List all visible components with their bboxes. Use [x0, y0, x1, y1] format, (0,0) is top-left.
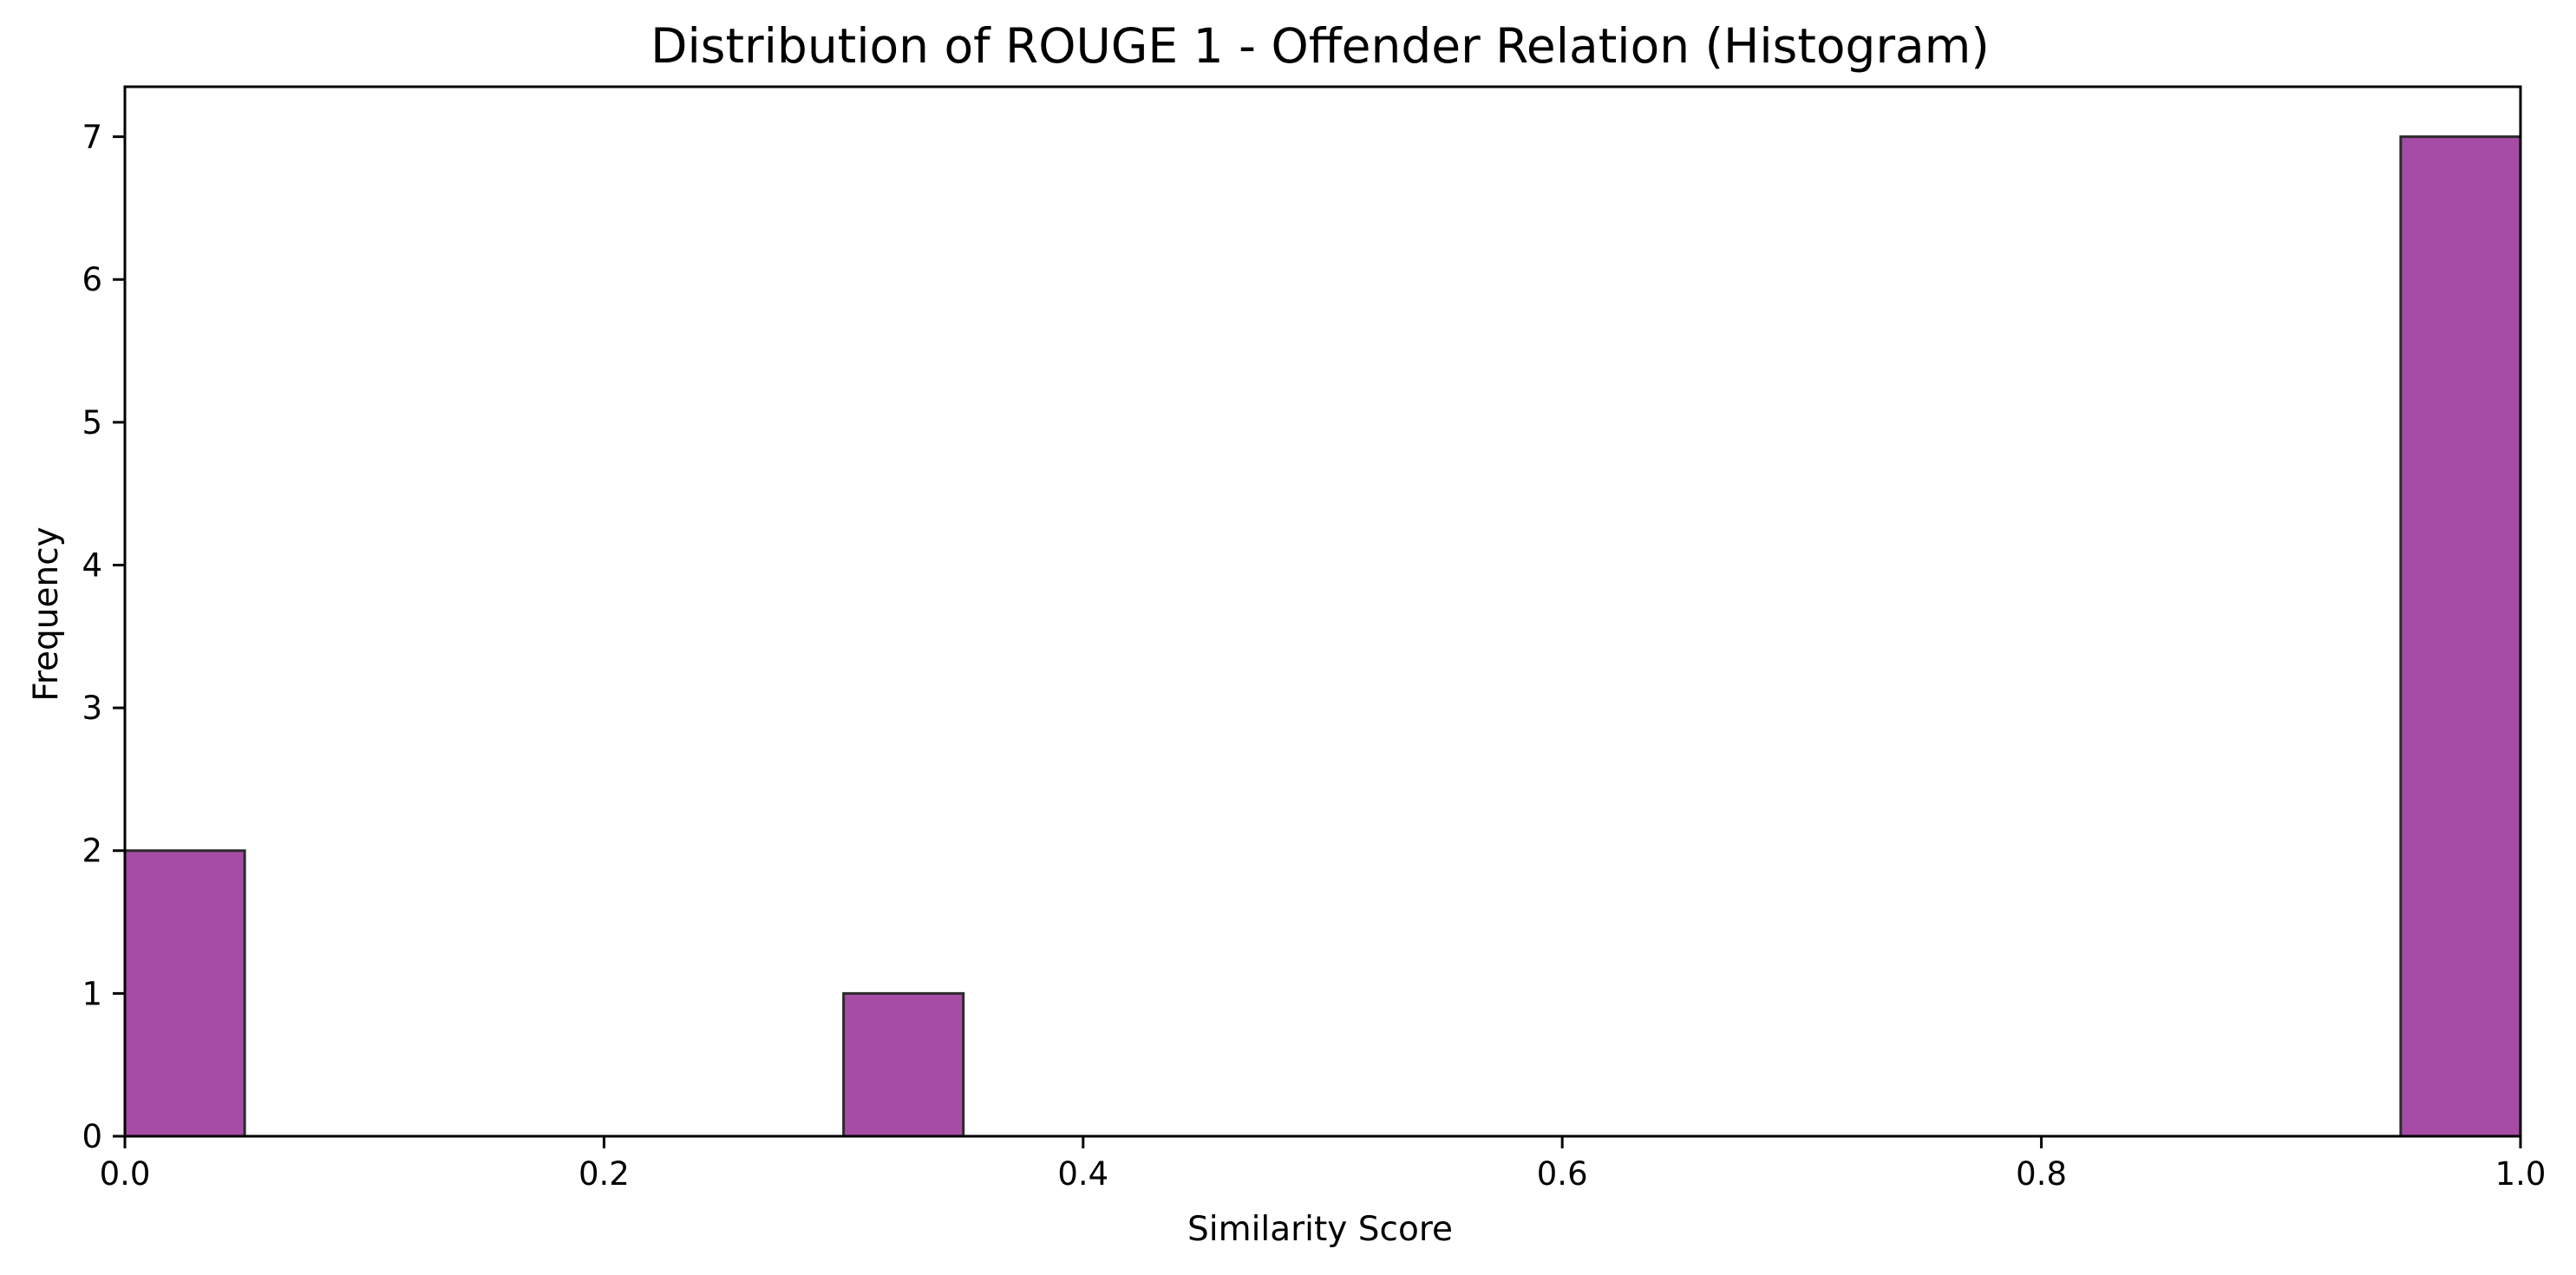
y-tick-label-0: 0 — [82, 1118, 102, 1155]
histogram-bar-0 — [123, 849, 246, 1138]
y-tick-label-2: 2 — [82, 833, 102, 870]
y-tick-label-7: 7 — [82, 119, 102, 156]
x-axis-label: Similarity Score — [1187, 1210, 1453, 1249]
ticks-layer: 0.0 0.2 0.4 0.6 0.8 1.0 0 1 2 3 4 5 6 7 — [82, 119, 2546, 1193]
x-tick-label-1: 0.2 — [579, 1155, 630, 1193]
x-tick-label-5: 1.0 — [2495, 1155, 2547, 1193]
y-axis-label: Frequency — [27, 526, 66, 701]
histogram-bar-1 — [842, 991, 965, 1138]
x-tick-label-0: 0.0 — [100, 1155, 151, 1193]
y-tick-label-3: 3 — [82, 690, 102, 727]
y-tick-label-6: 6 — [82, 261, 102, 298]
histogram-bar-2 — [2399, 135, 2522, 1138]
x-tick-label-4: 0.8 — [2016, 1155, 2067, 1193]
y-tick-label-5: 5 — [82, 404, 102, 441]
x-tick-label-2: 0.4 — [1057, 1155, 1108, 1193]
y-tick-label-4: 4 — [82, 546, 102, 584]
x-tick-label-3: 0.6 — [1537, 1155, 1588, 1193]
y-tick-label-1: 1 — [82, 975, 102, 1012]
plot-frame — [123, 85, 2522, 1138]
bars-layer — [123, 135, 2522, 1138]
chart-title: Distribution of ROUGE 1 - Offender Relat… — [651, 18, 1990, 74]
